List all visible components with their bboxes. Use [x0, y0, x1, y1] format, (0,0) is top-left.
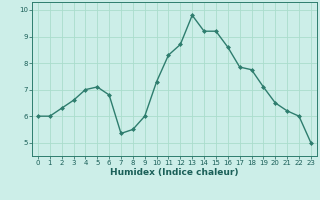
X-axis label: Humidex (Indice chaleur): Humidex (Indice chaleur): [110, 168, 239, 177]
